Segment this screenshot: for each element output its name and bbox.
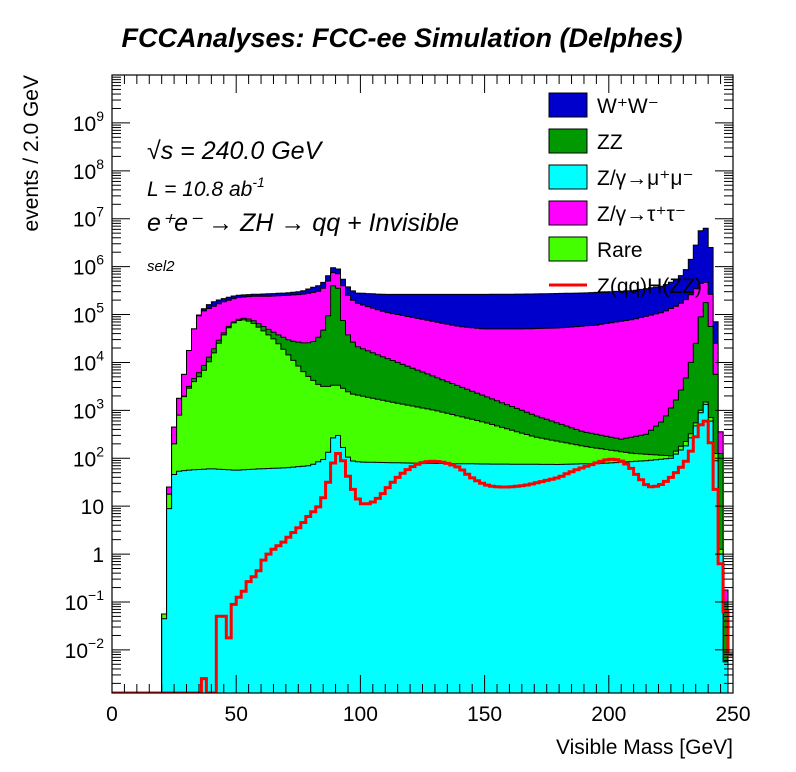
y-tick-label: 105	[73, 300, 104, 328]
y-axis-label: events / 2.0 GeV	[20, 75, 43, 231]
y-tick-label: 10	[81, 496, 104, 519]
x-tick-label: 100	[343, 703, 378, 726]
x-tick-label: 200	[591, 703, 626, 726]
chart-title: FCCAnalyses: FCC-ee Simulation (Delphes)	[121, 23, 682, 53]
x-tick-label: 250	[715, 703, 750, 726]
x-tick-label: 0	[106, 703, 118, 726]
y-tick-label: 106	[73, 252, 104, 280]
legend-label-mumu: Z/γ→μ⁺μ⁻	[597, 167, 694, 190]
legend-label-zz: ZZ	[597, 131, 623, 154]
legend-label-tautau: Z/γ→τ⁺τ⁻	[597, 203, 686, 226]
legend-swatch-rare	[548, 236, 588, 262]
y-tick-label: 108	[73, 156, 104, 184]
y-tick-label: 10−2	[65, 635, 105, 663]
legend-swatch-tautau	[548, 200, 588, 226]
annotation-process: e⁺e⁻ → ZH → qq + Invisible	[147, 209, 459, 237]
signal-line-sig	[112, 419, 733, 693]
legend-swatch-mumu	[548, 164, 588, 190]
legend-swatch-zz	[548, 128, 588, 154]
annotation-luminosity: L = 10.8 ab-1	[147, 174, 265, 201]
annotation-sqrt-s: √s = 240.0 GeV	[147, 137, 324, 165]
x-tick-label: 150	[467, 703, 502, 726]
y-tick-label: 1	[92, 544, 104, 567]
axes: 0 50 100 150 200 250 10−2 10−1 1 10 102 103 104 105 10…	[65, 74, 751, 726]
legend-label-rare: Rare	[597, 239, 643, 262]
y-tick-label: 104	[73, 347, 104, 375]
legend-swatch-ww	[548, 92, 588, 118]
legend-label-ww: W⁺W⁻	[597, 95, 659, 118]
x-axis-label: Visible Mass [GeV]	[556, 736, 733, 759]
y-tick-label: 107	[73, 204, 104, 232]
y-tick-label: 10−1	[65, 587, 105, 615]
legend: W⁺W⁻ ZZ Z/γ→μ⁺μ⁻ Z/γ→τ⁺τ⁻ Rare Z(qq)H(ZZ)	[548, 92, 702, 298]
plot-area	[112, 227, 733, 693]
legend-label-signal: Z(qq)H(ZZ)	[597, 275, 702, 298]
y-tick-label: 102	[73, 443, 104, 471]
y-tick-label: 103	[73, 395, 104, 423]
y-tick-label: 109	[73, 108, 104, 136]
x-tick-label: 50	[225, 703, 248, 726]
annotation-selection: sel2	[147, 258, 175, 275]
